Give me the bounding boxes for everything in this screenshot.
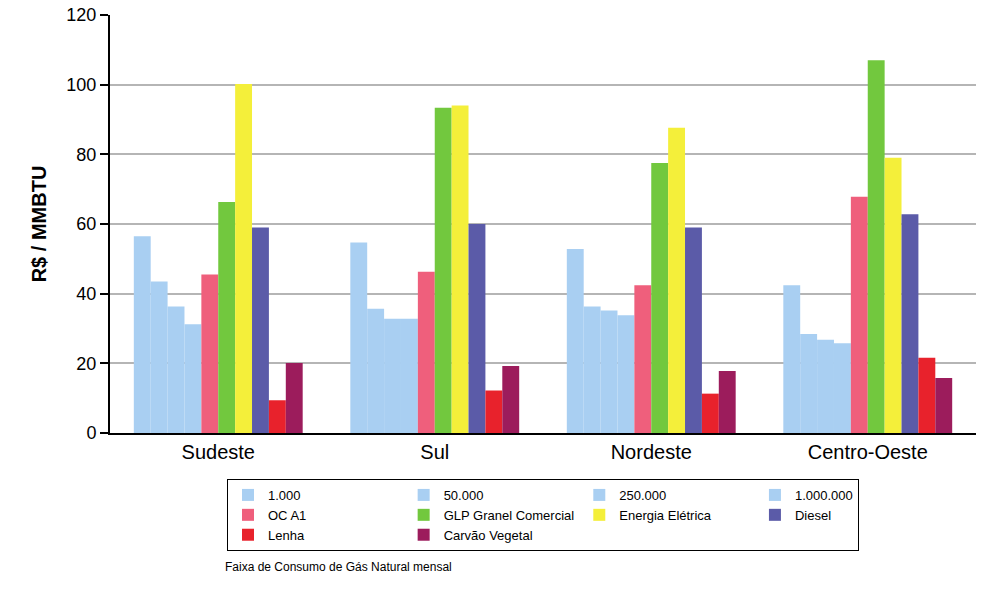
svg-text:100: 100 (66, 75, 96, 95)
svg-text:250.000: 250.000 (619, 488, 666, 503)
svg-text:Lenha: Lenha (268, 528, 305, 543)
svg-text:80: 80 (76, 145, 96, 165)
svg-text:60: 60 (76, 214, 96, 234)
svg-text:Centro-Oeste: Centro-Oeste (808, 441, 928, 463)
svg-text:40: 40 (76, 284, 96, 304)
svg-text:Sudeste: Sudeste (182, 441, 255, 463)
svg-text:20: 20 (76, 354, 96, 374)
svg-text:Energia Elétrica: Energia Elétrica (619, 508, 712, 523)
svg-text:1.000.000: 1.000.000 (795, 488, 853, 503)
svg-text:Nordeste: Nordeste (611, 441, 692, 463)
svg-text:0: 0 (86, 423, 96, 443)
svg-text:1.000: 1.000 (268, 488, 301, 503)
svg-text:Diesel: Diesel (795, 508, 831, 523)
svg-text:50.000: 50.000 (444, 488, 484, 503)
svg-text:R$ / MMBTU: R$ / MMBTU (28, 166, 50, 283)
svg-text:Faixa de Consumo de Gás Natura: Faixa de Consumo de Gás Natural mensal (225, 560, 452, 574)
svg-text:OC A1: OC A1 (268, 508, 306, 523)
svg-text:Sul: Sul (420, 441, 449, 463)
svg-text:120: 120 (66, 5, 96, 25)
svg-text:Carvão Vegetal: Carvão Vegetal (444, 528, 533, 543)
svg-text:GLP Granel Comercial: GLP Granel Comercial (444, 508, 575, 523)
